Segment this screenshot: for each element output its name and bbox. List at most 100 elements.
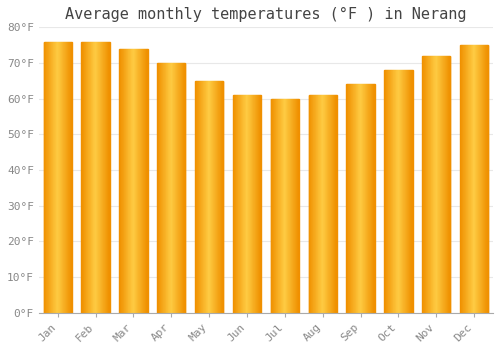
Bar [319, 95, 320, 313]
Bar [95, 42, 96, 313]
Bar [276, 99, 277, 313]
Bar [47, 42, 48, 313]
Bar [316, 95, 317, 313]
Bar [136, 49, 137, 313]
Bar [463, 45, 464, 313]
Bar [145, 49, 146, 313]
Bar [126, 49, 127, 313]
Bar [237, 95, 238, 313]
Bar [204, 81, 205, 313]
Bar [287, 99, 288, 313]
Bar [330, 95, 331, 313]
Bar [470, 45, 472, 313]
Bar [238, 95, 239, 313]
Bar [107, 42, 108, 313]
Bar [475, 45, 476, 313]
Bar [427, 56, 428, 313]
Bar [62, 42, 64, 313]
Bar [355, 84, 356, 313]
Bar [407, 70, 408, 313]
Bar [236, 95, 237, 313]
Bar [159, 63, 160, 313]
Bar [278, 99, 279, 313]
Bar [367, 84, 368, 313]
Bar [83, 42, 84, 313]
Bar [402, 70, 404, 313]
Bar [388, 70, 389, 313]
Bar [219, 81, 220, 313]
Bar [195, 81, 196, 313]
Bar [179, 63, 180, 313]
Bar [200, 81, 202, 313]
Bar [218, 81, 219, 313]
Bar [434, 56, 435, 313]
Bar [385, 70, 386, 313]
Bar [132, 49, 134, 313]
Bar [122, 49, 123, 313]
Bar [356, 84, 357, 313]
Bar [409, 70, 410, 313]
Bar [384, 70, 385, 313]
Bar [184, 63, 185, 313]
Bar [374, 84, 375, 313]
Bar [477, 45, 478, 313]
Bar [64, 42, 65, 313]
Bar [176, 63, 177, 313]
Bar [352, 84, 353, 313]
Bar [324, 95, 325, 313]
Bar [99, 42, 100, 313]
Bar [222, 81, 224, 313]
Bar [125, 49, 126, 313]
Bar [144, 49, 145, 313]
Bar [71, 42, 72, 313]
Bar [425, 56, 426, 313]
Bar [372, 84, 374, 313]
Bar [436, 56, 437, 313]
Bar [178, 63, 179, 313]
Bar [346, 84, 347, 313]
Bar [124, 49, 125, 313]
Bar [444, 56, 445, 313]
Bar [160, 63, 162, 313]
Bar [44, 42, 45, 313]
Bar [469, 45, 470, 313]
Bar [127, 49, 128, 313]
Bar [284, 99, 285, 313]
Bar [468, 45, 469, 313]
Bar [310, 95, 312, 313]
Bar [437, 56, 438, 313]
Bar [66, 42, 67, 313]
Bar [97, 42, 98, 313]
Bar [68, 42, 69, 313]
Bar [328, 95, 329, 313]
Bar [258, 95, 259, 313]
Bar [142, 49, 144, 313]
Bar [158, 63, 159, 313]
Bar [411, 70, 412, 313]
Bar [439, 56, 440, 313]
Bar [348, 84, 349, 313]
Bar [371, 84, 372, 313]
Bar [362, 84, 364, 313]
Bar [426, 56, 427, 313]
Bar [357, 84, 358, 313]
Bar [109, 42, 110, 313]
Bar [129, 49, 130, 313]
Bar [442, 56, 444, 313]
Bar [312, 95, 313, 313]
Bar [408, 70, 409, 313]
Bar [57, 42, 58, 313]
Bar [405, 70, 406, 313]
Bar [298, 99, 299, 313]
Bar [207, 81, 208, 313]
Bar [464, 45, 465, 313]
Bar [392, 70, 394, 313]
Bar [397, 70, 398, 313]
Bar [215, 81, 216, 313]
Bar [69, 42, 70, 313]
Bar [212, 81, 214, 313]
Bar [332, 95, 334, 313]
Bar [466, 45, 467, 313]
Bar [140, 49, 141, 313]
Bar [135, 49, 136, 313]
